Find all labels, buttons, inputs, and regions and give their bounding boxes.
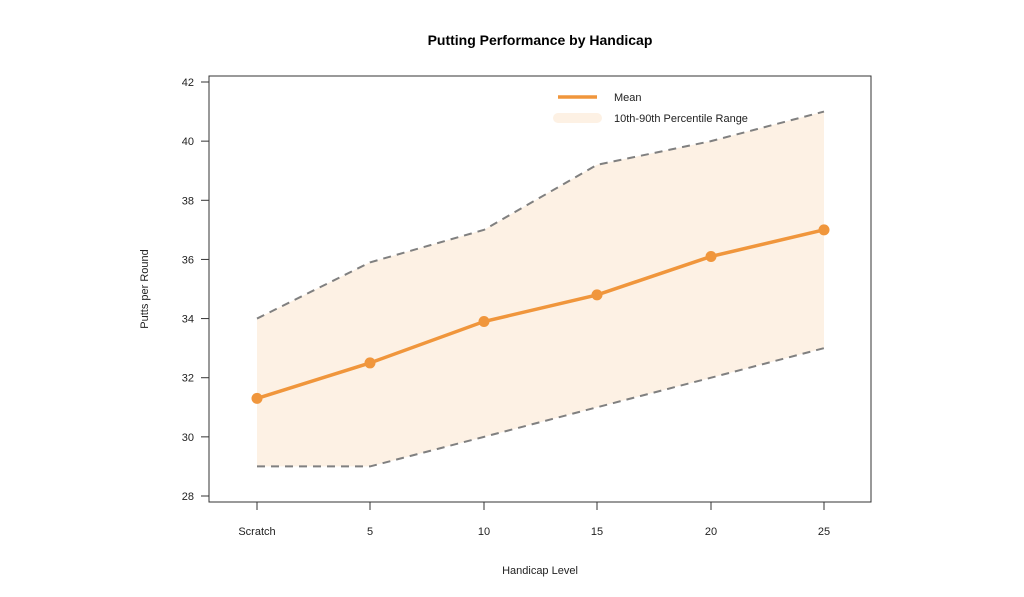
y-axis-label: Putts per Round xyxy=(139,249,151,329)
mean-point xyxy=(591,289,603,301)
y-tick-label: 40 xyxy=(182,136,194,148)
y-tick-label: 34 xyxy=(182,314,194,326)
y-tick-label: 28 xyxy=(182,491,194,503)
legend: Mean 10th-90th Percentile Range xyxy=(553,92,748,125)
y-tick-label: 36 xyxy=(182,254,194,266)
mean-point xyxy=(251,392,263,404)
mean-polyline xyxy=(256,228,825,401)
x-tick-label: 5 xyxy=(367,526,373,538)
y-tick-label: 32 xyxy=(182,373,194,385)
y-axis: 28 30 32 34 36 38 40 42 xyxy=(182,77,209,503)
x-tick-label: Scratch xyxy=(238,526,275,538)
mean-point xyxy=(478,316,490,328)
x-tick-label: 10 xyxy=(478,526,490,538)
mean-point xyxy=(705,250,717,262)
y-tick-label: 42 xyxy=(182,77,194,89)
percentile-lines xyxy=(256,110,825,468)
plot-frame xyxy=(208,75,872,503)
mean-point xyxy=(818,224,830,236)
mean-point xyxy=(364,357,376,369)
percentile-band xyxy=(257,111,824,467)
y-tick-label: 30 xyxy=(182,432,194,444)
upper-percentile-line xyxy=(256,110,825,320)
chart-title: Putting Performance by Handicap xyxy=(428,32,653,48)
x-tick-label: 15 xyxy=(591,526,603,538)
y-tick-label: 38 xyxy=(182,195,194,207)
x-tick-label: 20 xyxy=(705,526,717,538)
band-area xyxy=(257,111,824,467)
x-axis-label: Handicap Level xyxy=(502,565,578,577)
x-axis: Scratch 5 10 15 20 25 xyxy=(238,502,830,538)
legend-mean-label: Mean xyxy=(614,92,642,104)
mean-line xyxy=(251,224,830,404)
legend-band-label: 10th-90th Percentile Range xyxy=(614,113,748,125)
x-tick-label: 25 xyxy=(818,526,830,538)
